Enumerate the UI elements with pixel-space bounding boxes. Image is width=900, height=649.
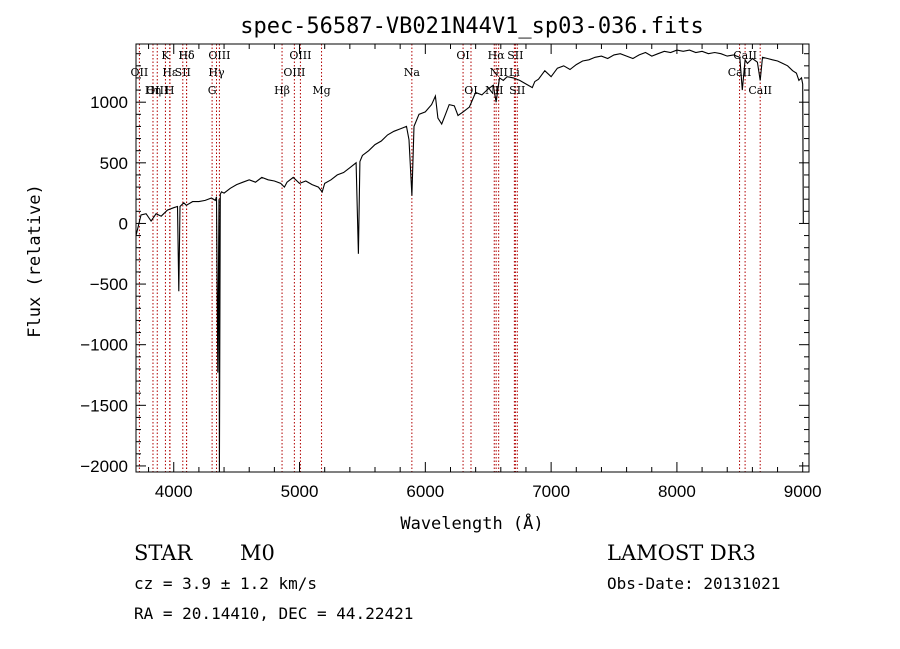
line-label-OIII-3869: OIII bbox=[146, 84, 168, 97]
y-tick-label: 1000 bbox=[90, 93, 128, 112]
y-tick-label: −500 bbox=[90, 275, 128, 294]
x-tick-label: 6000 bbox=[406, 482, 444, 501]
y-tick-label: 0 bbox=[119, 214, 128, 233]
redshift-cz: cz = 3.9 ± 1.2 km/s bbox=[134, 574, 317, 593]
x-tick-label: 4000 bbox=[155, 482, 193, 501]
x-tick-label: 9000 bbox=[784, 482, 822, 501]
x-tick-label: 8000 bbox=[658, 482, 696, 501]
line-label-CaII-8498: CaII bbox=[728, 66, 752, 79]
x-axis-label: Wavelength (Å) bbox=[400, 512, 543, 534]
line-label-H-epsilon: Hε bbox=[162, 66, 178, 79]
chart-title: spec-56587-VB021N44V1_sp03-036.fits bbox=[240, 14, 704, 39]
line-label-CaII-8542: CaII bbox=[733, 49, 757, 62]
spectral-line-markers bbox=[138, 44, 761, 472]
line-label-SII-6716: SII bbox=[507, 49, 523, 62]
axis-ticks: 4000 5000 6000 7000 8000 9000−2000−1500−1000−… bbox=[80, 44, 822, 501]
line-label-Ca-K: K bbox=[161, 49, 170, 62]
line-label-OIII-4363: OIII bbox=[208, 49, 230, 62]
line-label-H-eta: Hη bbox=[145, 84, 161, 97]
x-tick-label: 5000 bbox=[281, 482, 319, 501]
object-class: STAR bbox=[134, 541, 193, 565]
line-label-Na: Na bbox=[404, 66, 421, 79]
line-label-OI-6300: OI bbox=[456, 49, 469, 62]
line-label-CaII-8662: CaII bbox=[748, 84, 772, 97]
survey-name: LAMOST DR3 bbox=[607, 541, 756, 565]
line-label-OIII-4959: OIII bbox=[283, 66, 305, 79]
coordinates: RA = 20.14410, DEC = 44.22421 bbox=[134, 604, 413, 623]
line-label-H-alpha: Hα bbox=[488, 49, 506, 62]
line-label-H-gamma: Hγ bbox=[208, 66, 225, 79]
x-tick-label: 7000 bbox=[532, 482, 570, 501]
y-tick-label: −1500 bbox=[80, 396, 128, 415]
line-label-NII-6583: NII bbox=[490, 66, 508, 79]
line-label-OI-6363: OI bbox=[464, 84, 477, 97]
y-tick-label: −1000 bbox=[80, 336, 128, 355]
line-label-H-delta-2: Hδ bbox=[178, 49, 195, 62]
line-label-Ca-H: H bbox=[165, 84, 175, 97]
y-tick-label: −2000 bbox=[80, 457, 128, 476]
line-label-Li: Li bbox=[509, 66, 520, 79]
object-subclass: M0 bbox=[240, 541, 275, 565]
line-label-H-delta: Hδ bbox=[178, 49, 195, 62]
line-label-Mg: Mg bbox=[312, 84, 330, 97]
y-tick-label: 500 bbox=[100, 154, 128, 173]
line-label-OIII-5007: OIII bbox=[289, 49, 311, 62]
line-label-SII-6731: SII bbox=[509, 84, 525, 97]
y-axis-label: Flux (relative) bbox=[25, 184, 45, 338]
line-label-SII-4072: SII bbox=[175, 66, 191, 79]
line-label-OII: OII bbox=[131, 66, 149, 79]
line-label-H-beta: Hβ bbox=[274, 84, 290, 97]
spectrum-line bbox=[135, 49, 804, 473]
plot-frame bbox=[135, 43, 810, 473]
line-label-G-band: G bbox=[208, 84, 217, 97]
observation-date: Obs-Date: 20131021 bbox=[607, 574, 780, 593]
